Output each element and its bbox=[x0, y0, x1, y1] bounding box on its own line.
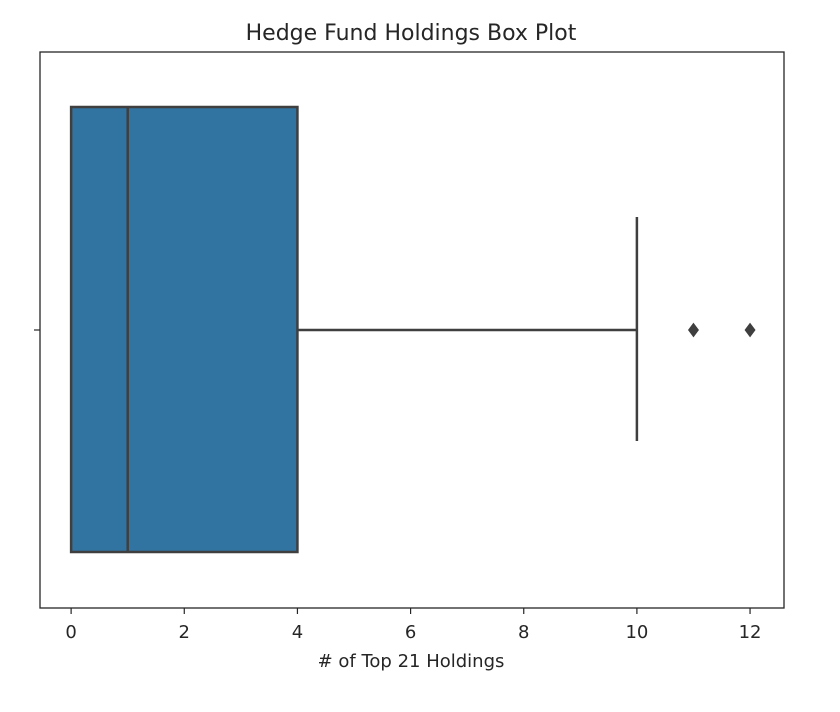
x-axis: 0 2 4 6 8 10 12 bbox=[65, 608, 762, 643]
x-tick-label: 2 bbox=[179, 622, 190, 643]
outlier-point bbox=[744, 322, 756, 338]
box-plot bbox=[69, 105, 756, 554]
x-tick-label: 0 bbox=[65, 622, 76, 643]
x-tick-label: 10 bbox=[625, 622, 648, 643]
x-tick-label: 8 bbox=[518, 622, 529, 643]
x-tick-label: 4 bbox=[292, 622, 303, 643]
iqr-box bbox=[69, 105, 299, 554]
x-tick-label: 12 bbox=[739, 622, 762, 643]
x-axis-label: # of Top 21 Holdings bbox=[318, 651, 505, 672]
x-tick-label: 6 bbox=[405, 622, 416, 643]
chart-title: Hedge Fund Holdings Box Plot bbox=[246, 21, 577, 46]
outlier-point bbox=[687, 322, 699, 338]
